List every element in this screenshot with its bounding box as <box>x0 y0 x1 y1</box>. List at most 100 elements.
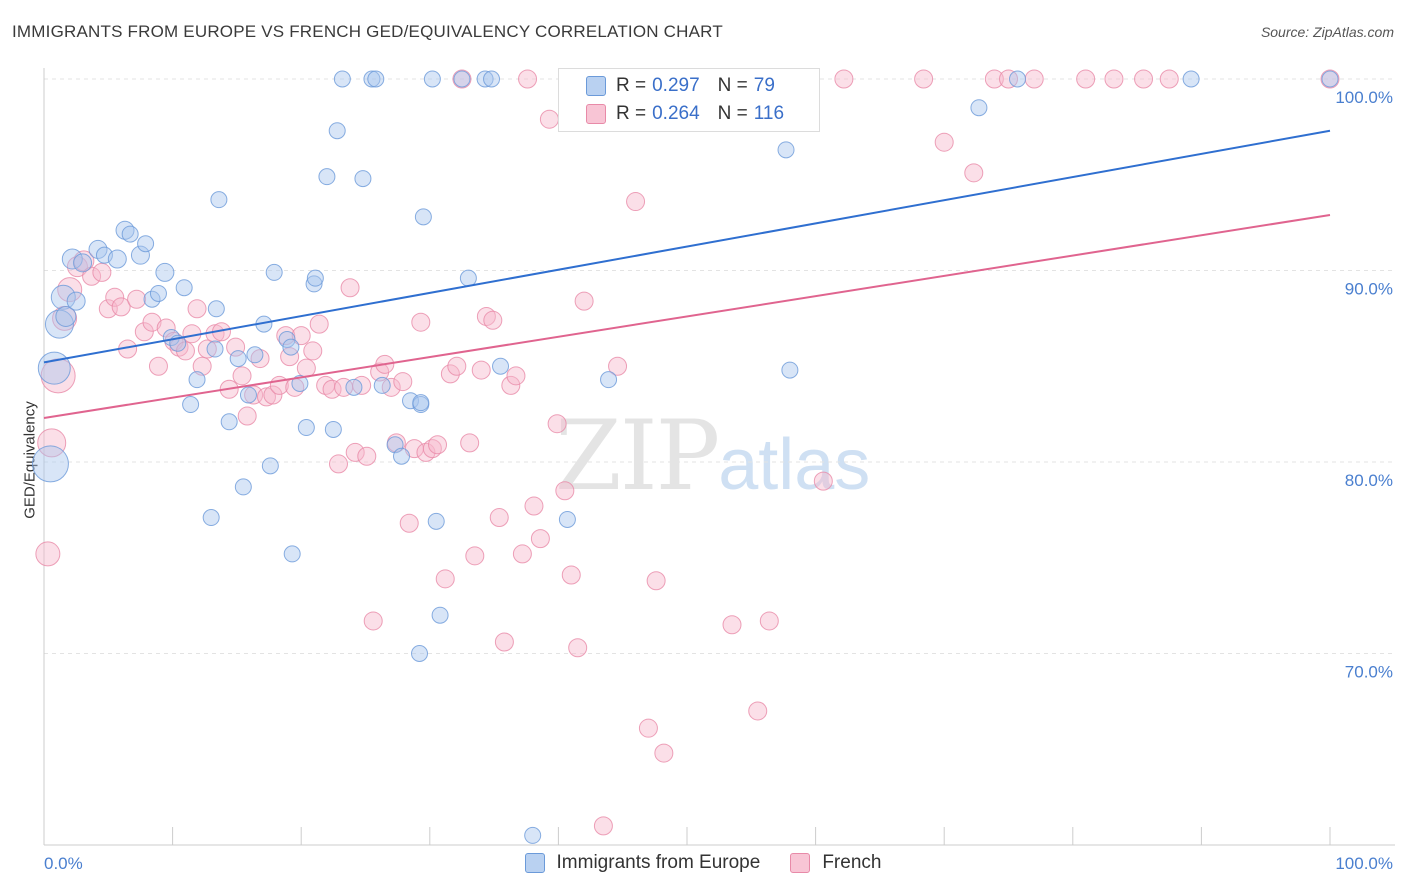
data-point-french <box>646 571 666 591</box>
data-point-europe <box>427 512 445 530</box>
legend-n-label: N = <box>717 75 748 96</box>
data-point-french <box>447 356 467 376</box>
data-point-french <box>626 192 646 212</box>
data-point-french <box>452 69 472 89</box>
data-point-french <box>460 433 480 453</box>
data-point-europe <box>423 70 441 88</box>
data-point-europe <box>777 141 795 159</box>
data-point-europe <box>373 376 391 394</box>
data-point-europe <box>234 478 252 496</box>
data-point-french <box>296 358 316 378</box>
data-point-french <box>512 544 532 564</box>
data-point-europe <box>781 361 799 379</box>
data-point-europe <box>393 447 411 465</box>
data-point-europe <box>306 269 324 287</box>
data-point-europe <box>459 269 477 287</box>
data-point-europe <box>492 357 510 375</box>
y-tick-label: 70.0% <box>1345 663 1393 682</box>
data-point-french <box>759 611 779 631</box>
legend-item-french[interactable]: French <box>790 852 881 874</box>
data-point-europe <box>31 445 69 483</box>
data-point-europe <box>283 545 301 563</box>
data-point-french <box>489 508 509 528</box>
data-point-french <box>1104 69 1124 89</box>
data-point-europe <box>137 235 155 253</box>
data-point-europe <box>143 290 161 308</box>
legend-r-value: 0.264 <box>652 103 700 124</box>
data-point-french <box>1320 69 1340 89</box>
data-point-french <box>483 310 503 330</box>
data-point-french <box>555 481 575 501</box>
data-point-french <box>192 356 212 376</box>
data-point-french <box>984 69 1004 89</box>
legend-swatch-french <box>586 104 606 124</box>
data-point-europe <box>121 225 139 243</box>
data-point-europe <box>207 300 225 318</box>
data-point-french <box>363 611 383 631</box>
data-point-french <box>530 529 550 549</box>
data-point-french <box>411 312 431 332</box>
data-point-europe <box>367 70 385 88</box>
data-point-europe <box>188 371 206 389</box>
data-point-french <box>92 262 112 282</box>
data-point-french <box>428 435 448 455</box>
data-point-europe <box>412 394 430 412</box>
data-point-french <box>435 569 455 589</box>
data-point-french <box>105 287 125 307</box>
data-point-europe <box>88 239 108 259</box>
data-point-french <box>561 565 581 585</box>
legend-label-french: French <box>822 852 882 873</box>
data-point-french <box>237 406 257 426</box>
data-point-europe <box>1182 70 1200 88</box>
data-point-europe <box>483 70 501 88</box>
data-point-french <box>834 69 854 89</box>
data-point-europe <box>524 826 542 844</box>
data-point-french <box>142 312 162 332</box>
legend-row-europe: R = 0.297 N = 79 <box>559 73 775 99</box>
legend-r-value: 0.297 <box>652 75 700 96</box>
watermark-zip: ZIP <box>555 400 720 512</box>
data-point-french <box>148 356 168 376</box>
data-point-europe <box>202 509 220 527</box>
data-point-french <box>187 299 207 319</box>
data-point-french <box>357 446 377 466</box>
data-point-europe <box>363 70 381 88</box>
data-point-french <box>35 541 61 567</box>
data-point-french <box>1134 69 1154 89</box>
watermark: ZIPatlas <box>555 400 870 512</box>
data-point-french <box>232 366 252 386</box>
data-point-french <box>547 414 567 434</box>
data-point-europe <box>305 275 323 293</box>
data-point-europe <box>402 392 420 410</box>
legend-row-french: R = 0.264 N = 116 <box>559 101 784 127</box>
data-point-french <box>263 385 283 405</box>
data-point-europe <box>324 420 342 438</box>
data-point-french <box>127 289 147 309</box>
data-point-europe <box>37 351 71 385</box>
data-point-french <box>999 69 1018 89</box>
source-label: Source: ZipAtlas.com <box>1260 24 1394 40</box>
data-point-europe <box>229 350 247 368</box>
data-point-europe <box>261 457 279 475</box>
data-point-europe <box>265 263 283 281</box>
trend-line-europe <box>43 129 1331 364</box>
data-point-europe <box>414 208 432 226</box>
data-point-europe <box>55 305 77 327</box>
legend-swatch-europe <box>524 853 545 873</box>
data-point-europe <box>558 510 576 528</box>
data-point-europe <box>282 338 300 356</box>
data-point-french <box>638 718 658 738</box>
data-point-europe <box>206 340 224 358</box>
data-point-french <box>37 428 67 458</box>
data-point-europe <box>970 99 988 117</box>
data-point-french <box>471 360 491 380</box>
data-point-french <box>328 454 348 474</box>
trend-line-french <box>43 213 1331 419</box>
legend-item-europe[interactable]: Immigrants from Europe <box>524 852 760 874</box>
data-point-french <box>524 496 544 516</box>
series-legend: Immigrants from Europe French <box>0 852 1406 874</box>
data-point-europe <box>182 396 200 414</box>
data-point-french <box>494 632 514 652</box>
data-point-french <box>303 341 323 361</box>
